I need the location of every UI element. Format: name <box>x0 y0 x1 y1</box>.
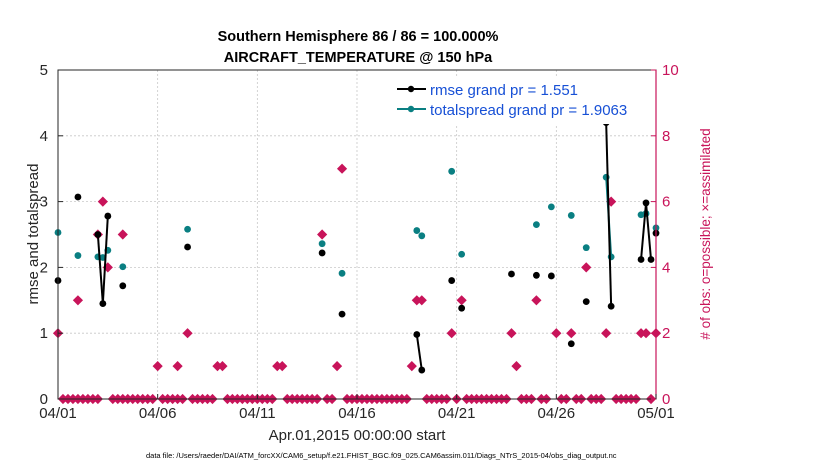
rmse-point <box>533 271 540 279</box>
totalspread-point <box>547 203 555 211</box>
rmse-point <box>318 249 326 257</box>
rmse-line-segment <box>605 122 613 307</box>
obs-count-point <box>117 229 128 240</box>
chart-title-line1: Southern Hemisphere 86 / 86 = 100.000% <box>218 29 499 45</box>
rmse-point <box>547 272 555 280</box>
y-tick-label-left: 4 <box>40 128 48 145</box>
totalspread-point <box>318 240 326 248</box>
obs-count-point <box>277 361 288 372</box>
rmse-point <box>338 310 346 318</box>
rmse-line-segment <box>101 216 109 304</box>
x-axis-label: Apr.01,2015 00:00:00 start <box>269 427 447 444</box>
rmse-point <box>567 340 575 348</box>
rmse-point <box>413 331 421 338</box>
right-axis: 0 2 4 6 8 10 <box>651 62 679 408</box>
totalspread-point <box>119 263 127 271</box>
obs-count-point <box>336 163 348 174</box>
x-tick-label: 04/21 <box>438 405 476 422</box>
rmse-point <box>582 298 590 306</box>
y-tick-label-right: 6 <box>662 194 670 211</box>
y-tick-label-right: 10 <box>662 62 679 79</box>
rmse-point <box>418 366 426 374</box>
obs-count-point <box>581 262 592 273</box>
left-axis: 0 1 2 3 4 5 <box>40 62 63 408</box>
x-tick-label: 05/01 <box>637 405 675 422</box>
y-tick-label-left: 0 <box>40 391 48 408</box>
obs-count-point <box>152 361 163 372</box>
totalspread-point <box>533 221 540 229</box>
y-tick-label-right: 4 <box>662 259 670 276</box>
obs-count-point <box>331 361 343 372</box>
rmse-line-segment <box>96 234 104 304</box>
obs-count-point <box>506 328 517 339</box>
totalspread-point <box>413 227 421 234</box>
x-axis: 04/01 04/06 04/11 04/16 04/21 04/26 05/01 <box>39 394 675 422</box>
x-tick-label: 04/16 <box>338 405 376 422</box>
obs-count-point <box>446 328 457 339</box>
rmse-point <box>99 300 107 307</box>
x-tick-label: 04/26 <box>538 405 576 422</box>
legend: rmse grand pr = 1.551 totalspread grand … <box>394 78 650 124</box>
obs-count-point <box>182 328 193 339</box>
x-tick-label: 04/06 <box>139 405 177 422</box>
totalspread-point <box>338 269 346 277</box>
rmse-line-segment <box>640 202 648 260</box>
rmse-line-segment <box>415 334 423 371</box>
data-file-footer: data file: /Users/raeder/DAI/ATM_forcXX/… <box>146 451 617 460</box>
rmse-point <box>74 193 82 201</box>
rmse-point <box>94 231 102 238</box>
legend-marker-totalspread <box>407 105 415 113</box>
y-tick-label-right: 0 <box>662 391 670 408</box>
y-tick-label-right: 8 <box>662 128 670 145</box>
y-tick-label-left: 5 <box>40 62 48 79</box>
rmse-point <box>642 199 650 207</box>
rmse-point <box>458 304 466 312</box>
obs-count-point <box>406 361 417 372</box>
obs-count-point <box>551 328 562 339</box>
obs-count-point <box>566 328 577 339</box>
obs-count-point <box>172 361 183 372</box>
totalspread-point <box>582 244 590 252</box>
obs-count-point <box>531 295 542 306</box>
totalspread-point <box>74 252 82 259</box>
obs-count-point <box>416 295 427 306</box>
rmse-point <box>448 277 456 284</box>
totalspread-point <box>567 212 575 219</box>
chart-title-line2: AIRCRAFT_TEMPERATURE @ 150 hPa <box>224 50 493 66</box>
y-tick-label-left: 3 <box>40 194 48 211</box>
y-axis-label-right: # of obs: o=possible; ×=assimilated <box>698 128 713 339</box>
rmse-point <box>119 282 127 290</box>
obs-count-point <box>72 295 84 306</box>
x-tick-label: 04/11 <box>239 405 275 422</box>
totalspread-point <box>184 225 191 233</box>
rmse-point <box>184 243 191 251</box>
obs-count-point <box>97 196 108 207</box>
y-tick-label-left: 1 <box>40 325 48 342</box>
rmse-point <box>637 256 645 263</box>
rmse-point <box>647 256 655 263</box>
obs-count-point <box>640 328 652 339</box>
obs-count-point <box>456 295 467 306</box>
legend-marker-rmse <box>407 85 415 93</box>
legend-label-totalspread: totalspread grand pr = 1.9063 <box>430 102 627 119</box>
rmse-point <box>508 270 515 278</box>
y-tick-label-left: 2 <box>40 259 48 276</box>
totalspread-point <box>418 232 426 240</box>
legend-box <box>394 78 650 124</box>
rmse-line-segment <box>645 202 653 260</box>
y-axis-label-left: rmse and totalspread <box>25 164 42 305</box>
x-tick-label: 04/01 <box>39 405 77 422</box>
y-tick-label-right: 2 <box>662 325 670 342</box>
totalspread-point <box>448 167 456 175</box>
legend-label-rmse: rmse grand pr = 1.551 <box>430 82 578 99</box>
rmse-point <box>104 212 112 220</box>
rmse-point <box>607 302 615 310</box>
totalspread-point <box>458 250 466 258</box>
grid <box>58 70 656 399</box>
